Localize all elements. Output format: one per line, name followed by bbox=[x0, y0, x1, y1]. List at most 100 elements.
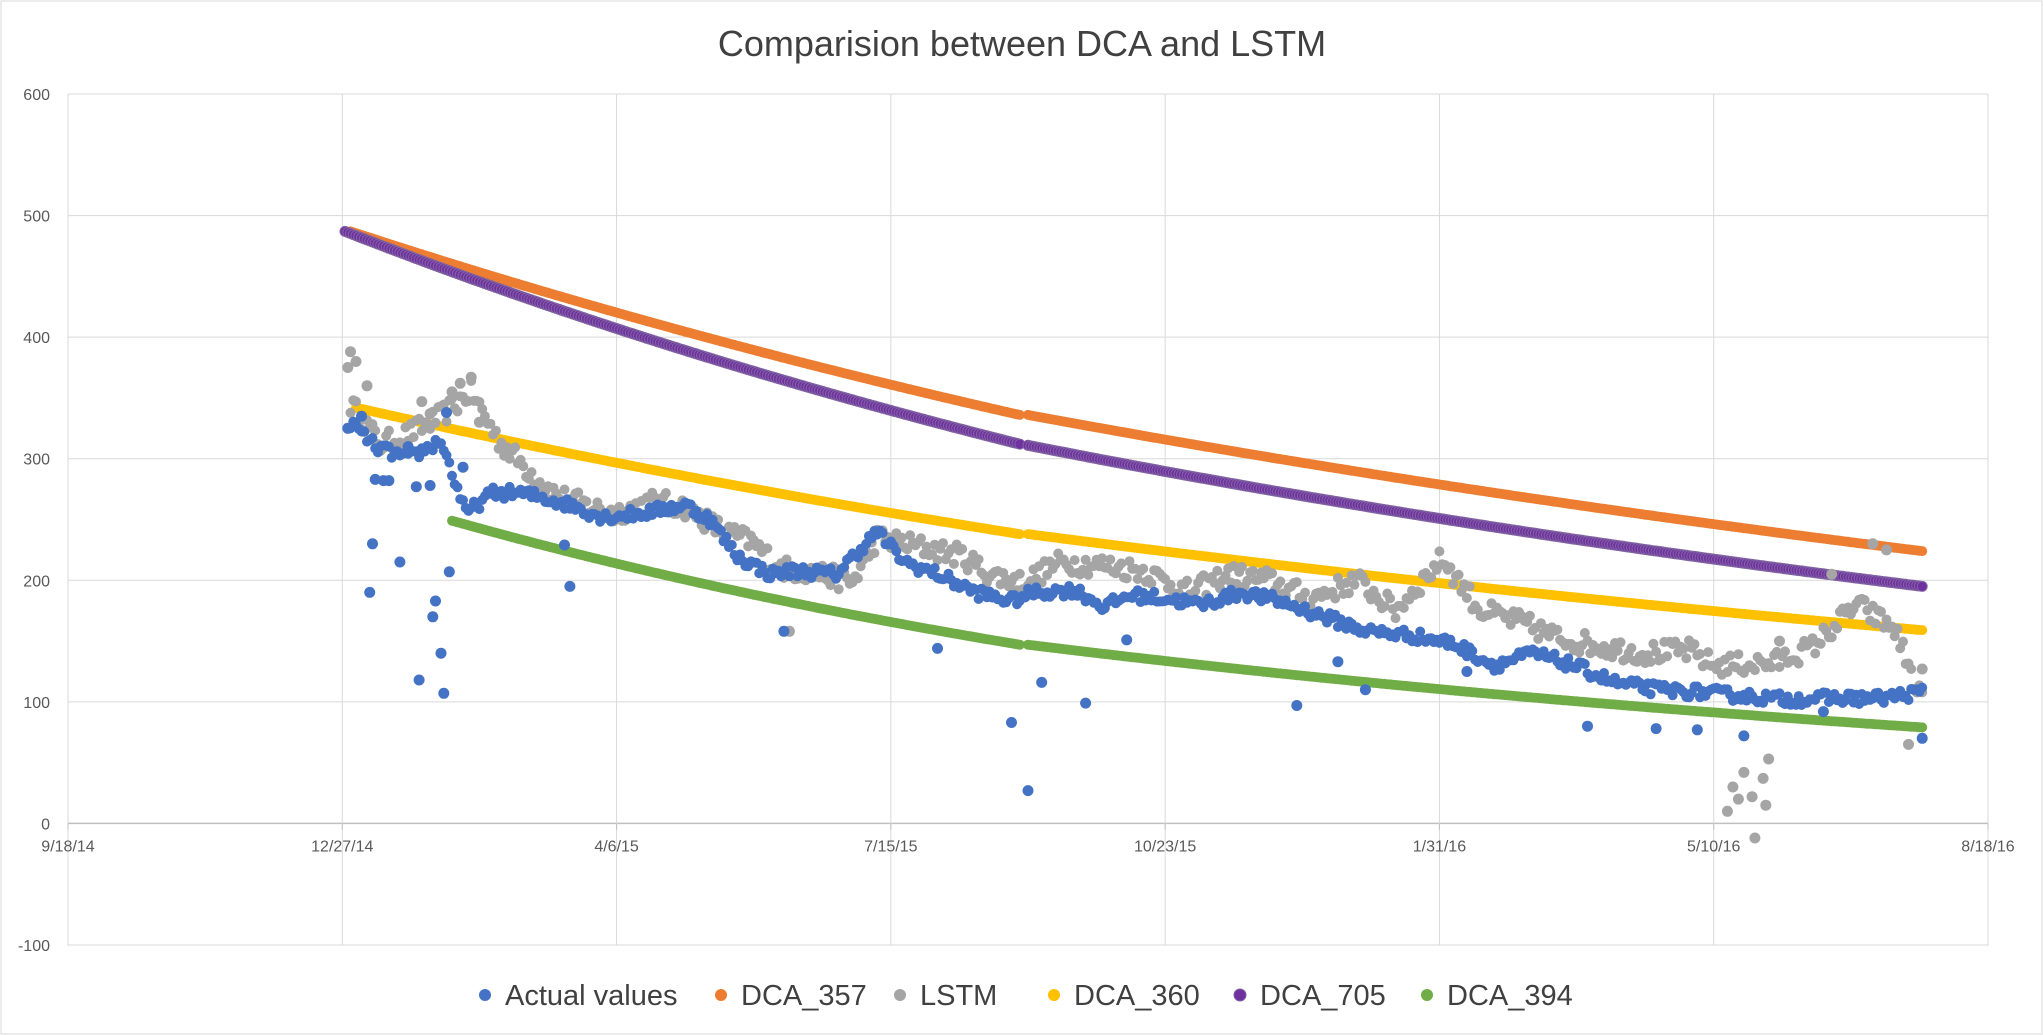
data-point bbox=[729, 522, 740, 532]
data-point bbox=[410, 481, 422, 493]
data-point bbox=[858, 546, 869, 557]
data-point bbox=[1738, 730, 1750, 742]
data-point bbox=[1341, 577, 1352, 588]
data-point bbox=[490, 425, 501, 436]
legend: Actual values DCA_357 LSTM DCA_360 DCA_705 DC… bbox=[479, 980, 1573, 1012]
data-point bbox=[465, 371, 477, 383]
data-point bbox=[1426, 572, 1437, 583]
data-point bbox=[573, 487, 584, 498]
legend-marker bbox=[1421, 989, 1433, 1001]
legend-item: DCA_360 bbox=[1048, 980, 1200, 1012]
data-point bbox=[424, 480, 436, 491]
data-point bbox=[1014, 639, 1025, 650]
data-point bbox=[1757, 772, 1769, 784]
data-point bbox=[1749, 665, 1760, 676]
data-point bbox=[962, 565, 973, 576]
data-point bbox=[383, 475, 395, 487]
x-tick-label: 10/23/15 bbox=[1134, 838, 1196, 855]
data-point bbox=[1758, 697, 1769, 708]
legend-marker bbox=[479, 989, 491, 1001]
data-point bbox=[1448, 579, 1459, 589]
data-point bbox=[1579, 628, 1590, 638]
data-point bbox=[1917, 722, 1928, 733]
data-point bbox=[356, 410, 367, 422]
data-point bbox=[1075, 583, 1086, 594]
x-tick-label: 8/18/16 bbox=[1961, 838, 2014, 855]
data-point bbox=[441, 416, 452, 427]
data-point bbox=[1242, 575, 1253, 586]
legend-item: DCA_357 bbox=[715, 980, 867, 1012]
data-point bbox=[413, 674, 425, 686]
legend-label: Actual values bbox=[505, 980, 678, 1012]
data-point bbox=[1626, 643, 1637, 653]
y-tick-label: 500 bbox=[23, 209, 50, 226]
data-point bbox=[345, 346, 356, 358]
data-point bbox=[784, 571, 795, 582]
data-point bbox=[1105, 554, 1116, 565]
series-actual-values bbox=[342, 407, 1928, 797]
x-tick-label: 9/18/14 bbox=[41, 838, 94, 855]
data-point bbox=[1080, 697, 1092, 709]
data-point bbox=[1774, 688, 1785, 699]
series-dca_394 bbox=[447, 515, 1928, 733]
data-point bbox=[342, 422, 354, 434]
data-point bbox=[1612, 645, 1623, 656]
data-point bbox=[726, 539, 737, 550]
data-point bbox=[1226, 584, 1236, 595]
data-point bbox=[1867, 538, 1879, 550]
data-point bbox=[1766, 662, 1777, 673]
data-point bbox=[1563, 653, 1574, 664]
data-point bbox=[383, 425, 394, 436]
data-point bbox=[1615, 637, 1626, 648]
data-point bbox=[559, 484, 570, 495]
data-point bbox=[1916, 732, 1928, 744]
data-point bbox=[1464, 581, 1475, 592]
data-point bbox=[921, 541, 932, 552]
data-point bbox=[526, 467, 537, 478]
data-point bbox=[1651, 646, 1662, 657]
data-point bbox=[1461, 666, 1473, 677]
data-point bbox=[1552, 624, 1563, 635]
data-point bbox=[1760, 799, 1772, 811]
legend-marker bbox=[1233, 988, 1247, 1002]
data-point bbox=[1247, 565, 1258, 576]
data-point bbox=[1385, 593, 1396, 604]
data-point bbox=[932, 642, 943, 654]
data-point bbox=[1859, 595, 1870, 605]
data-point bbox=[446, 386, 458, 398]
x-tick-label: 1/31/16 bbox=[1413, 838, 1466, 855]
data-point bbox=[1182, 575, 1193, 586]
series-dca_705 bbox=[339, 225, 1928, 592]
data-point bbox=[660, 488, 671, 498]
data-point bbox=[1275, 576, 1286, 587]
data-point bbox=[1415, 588, 1426, 599]
data-point bbox=[647, 510, 658, 520]
data-point bbox=[1810, 648, 1821, 659]
y-tick-label: 100 bbox=[23, 695, 50, 712]
data-point bbox=[1453, 569, 1464, 580]
data-point bbox=[1903, 738, 1914, 750]
data-point bbox=[1121, 573, 1132, 584]
data-point bbox=[1916, 580, 1928, 592]
data-point bbox=[1461, 593, 1472, 603]
data-point bbox=[1343, 588, 1354, 599]
data-point bbox=[973, 594, 984, 604]
data-point bbox=[447, 470, 457, 481]
data-point bbox=[1579, 659, 1590, 669]
data-point bbox=[361, 380, 373, 392]
data-point bbox=[1738, 766, 1750, 778]
data-point bbox=[1069, 555, 1080, 566]
legend-marker bbox=[894, 989, 906, 1001]
data-point bbox=[424, 408, 436, 420]
data-point bbox=[1906, 664, 1917, 674]
data-point bbox=[1524, 610, 1535, 621]
data-point bbox=[1815, 638, 1826, 649]
data-point bbox=[1549, 648, 1560, 659]
data-point bbox=[458, 495, 468, 506]
data-point bbox=[877, 527, 888, 538]
data-point bbox=[1014, 529, 1025, 540]
data-point bbox=[1291, 577, 1302, 588]
data-point bbox=[1171, 592, 1182, 603]
data-point bbox=[441, 407, 452, 418]
data-point bbox=[364, 586, 376, 598]
